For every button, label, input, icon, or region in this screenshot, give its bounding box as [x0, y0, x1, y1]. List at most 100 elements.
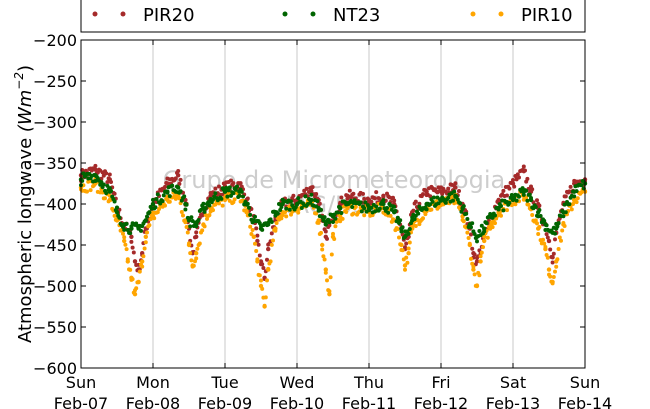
data-point	[140, 264, 145, 269]
data-point	[155, 192, 160, 197]
data-point	[150, 201, 156, 207]
data-point	[248, 212, 253, 217]
data-point	[177, 181, 182, 186]
data-point	[225, 194, 230, 199]
data-point	[560, 208, 565, 213]
data-point	[93, 163, 98, 168]
data-point	[245, 196, 250, 201]
data-point	[155, 210, 160, 215]
data-point	[261, 265, 266, 270]
data-point	[327, 292, 332, 297]
data-point	[402, 263, 408, 268]
data-point	[184, 225, 189, 230]
data-point	[123, 242, 128, 247]
data-point	[275, 211, 280, 216]
data-point	[440, 191, 445, 196]
data-point	[574, 189, 579, 194]
data-point	[381, 194, 386, 199]
y-tick-label: −500	[33, 277, 77, 296]
data-point	[428, 202, 433, 207]
data-point	[269, 242, 274, 247]
data-point	[331, 231, 335, 236]
data-point	[550, 281, 555, 286]
data-point	[254, 226, 259, 231]
x-tick-label-date: Feb-09	[198, 394, 252, 409]
data-point	[567, 202, 572, 207]
data-point	[513, 202, 518, 207]
data-point	[147, 223, 152, 228]
data-point	[257, 253, 262, 258]
data-point	[465, 230, 470, 235]
data-point	[335, 210, 340, 215]
data-point	[205, 216, 209, 221]
data-point	[403, 267, 407, 272]
data-point	[229, 193, 233, 198]
data-point	[556, 246, 561, 251]
data-point	[535, 198, 539, 203]
y-axis-label: Atmospheric longwave (Wm−2)	[12, 65, 36, 343]
data-point	[255, 238, 260, 244]
data-point	[321, 254, 326, 259]
data-point	[130, 245, 135, 250]
data-point	[143, 240, 148, 245]
data-point	[274, 221, 279, 226]
data-point	[145, 214, 149, 219]
data-point	[167, 194, 172, 199]
data-point	[206, 200, 211, 205]
data-point	[405, 260, 410, 265]
data-point	[238, 181, 243, 186]
data-point	[251, 234, 256, 239]
data-point	[265, 278, 269, 283]
data-point	[524, 195, 529, 200]
data-point	[233, 187, 238, 192]
data-point	[533, 205, 538, 210]
data-point	[136, 280, 141, 285]
data-point	[189, 215, 194, 220]
data-point	[407, 226, 412, 231]
data-point	[466, 236, 471, 241]
data-point	[543, 245, 548, 250]
data-point	[184, 202, 189, 207]
data-point	[141, 254, 146, 259]
data-point	[217, 201, 221, 206]
data-point	[263, 295, 268, 300]
data-point	[537, 203, 542, 208]
data-point	[203, 206, 208, 211]
x-tick-label-date: Feb-11	[342, 394, 396, 409]
data-points	[78, 163, 588, 309]
data-point	[519, 189, 524, 194]
data-point	[398, 218, 403, 223]
data-point	[436, 201, 441, 206]
x-tick-label-weekday: Sat	[500, 373, 526, 392]
data-point	[173, 176, 178, 181]
data-point	[561, 214, 566, 219]
data-point	[85, 189, 89, 194]
y-axis-label-close: )	[15, 65, 36, 72]
legend-marker	[92, 11, 98, 17]
data-point	[544, 223, 549, 228]
data-point	[469, 225, 473, 230]
data-point	[404, 255, 409, 260]
data-point	[417, 201, 422, 206]
data-point	[179, 209, 184, 214]
data-point	[521, 192, 526, 197]
data-point	[479, 223, 484, 228]
data-point	[362, 213, 367, 218]
data-point	[322, 215, 327, 220]
data-point	[429, 207, 434, 212]
data-point	[393, 208, 398, 213]
data-point	[175, 184, 179, 189]
data-point	[187, 241, 191, 246]
data-point	[423, 188, 428, 193]
data-point	[196, 217, 201, 222]
data-point	[262, 303, 267, 308]
x-tick-label-weekday: Wed	[280, 373, 315, 392]
data-point	[207, 203, 212, 208]
data-point	[303, 194, 308, 199]
data-point	[512, 195, 517, 200]
data-point	[507, 186, 512, 191]
data-point	[469, 256, 473, 261]
data-point	[207, 213, 212, 218]
data-point	[296, 210, 301, 215]
data-point	[544, 232, 549, 237]
